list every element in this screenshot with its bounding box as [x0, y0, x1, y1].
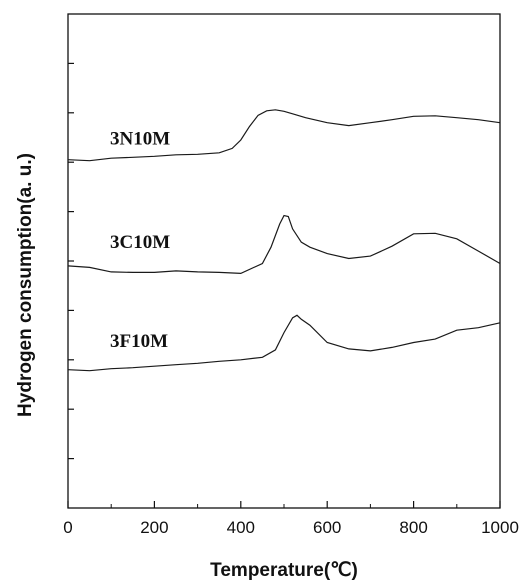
plot-border: [67, 13, 501, 509]
plot-frame: [67, 13, 501, 509]
series-line-3N10M: [67, 109, 501, 162]
x-tick-label-0: 0: [63, 518, 72, 537]
series-line-3C10M: [67, 214, 501, 275]
x-tick-label-1000: 1000: [481, 518, 519, 537]
x-axis-ticks: 0 200 400 600 800 1000: [63, 501, 519, 537]
series-labels: 3N10M 3C10M 3F10M: [110, 129, 170, 353]
y-axis-ticks: [68, 62, 74, 460]
series-label-3N10M: 3N10M: [110, 129, 170, 150]
y-axis-title: Hydrogen consumption(a. u.): [15, 153, 36, 417]
series-label-3F10M: 3F10M: [110, 331, 168, 352]
series-line-3F10M: [67, 314, 501, 372]
x-tick-label-600: 600: [313, 518, 341, 537]
x-axis-title: Temperature(℃): [210, 560, 358, 581]
x-tick-label-800: 800: [399, 518, 427, 537]
series-label-3C10M: 3C10M: [110, 232, 170, 253]
x-tick-label-200: 200: [140, 518, 168, 537]
series-lines: [67, 109, 501, 372]
x-tick-label-400: 400: [227, 518, 255, 537]
